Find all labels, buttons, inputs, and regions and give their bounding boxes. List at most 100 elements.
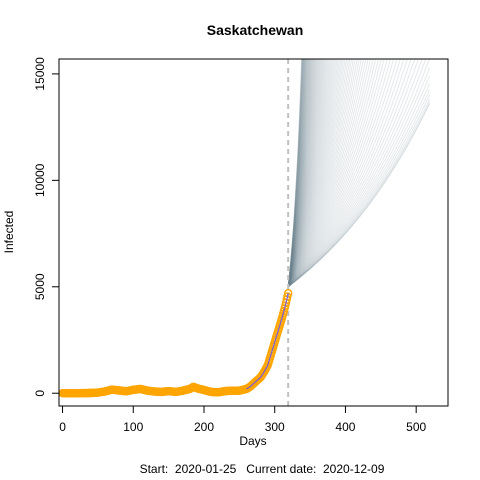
projection-line <box>287 59 405 288</box>
projection-line <box>287 59 310 287</box>
projection-line <box>287 59 351 288</box>
projection-line <box>287 59 412 288</box>
projection-line <box>287 59 379 288</box>
projection-line <box>287 59 320 287</box>
projection-line <box>287 59 338 287</box>
projection-line <box>287 59 330 287</box>
projection-line <box>287 59 307 287</box>
projection-line <box>287 59 317 287</box>
projection-line <box>287 59 312 287</box>
projection-line <box>287 94 431 288</box>
projection-line <box>287 83 431 288</box>
y-axis-label: Infected <box>2 211 16 254</box>
projection-line <box>287 59 419 288</box>
projection-line <box>287 59 374 288</box>
x-axis-label: Days <box>239 434 266 448</box>
projection-line <box>287 59 312 287</box>
projection-line <box>287 59 329 287</box>
projection-line <box>287 59 314 287</box>
projection-line <box>287 59 345 288</box>
projection-line <box>287 59 336 287</box>
projection-line <box>287 59 303 287</box>
projection-line <box>287 59 322 287</box>
projection-line <box>287 59 306 287</box>
projection-line <box>287 59 353 288</box>
projection-line <box>287 59 401 288</box>
x-tick-label: 400 <box>335 420 355 434</box>
projection-line <box>287 59 340 287</box>
projection-line <box>287 59 303 287</box>
projection-line <box>287 59 306 287</box>
projection-line <box>287 59 309 287</box>
projection-line <box>287 59 369 288</box>
projection-line <box>287 59 416 288</box>
projection-line <box>287 59 367 288</box>
projection-line <box>287 59 305 287</box>
projection-line <box>287 59 306 287</box>
projection-line <box>287 59 360 288</box>
projection-line <box>287 59 339 287</box>
y-tick-label: 15000 <box>33 57 47 91</box>
projection-line <box>287 59 325 287</box>
projection-line <box>287 59 308 287</box>
y-tick-label: 10000 <box>33 163 47 197</box>
projection-line <box>287 59 334 287</box>
projection-line <box>287 59 316 287</box>
projection-line <box>287 59 329 287</box>
projection-line <box>287 59 321 287</box>
observed-points <box>59 289 293 398</box>
projection-line <box>287 59 315 287</box>
projection-line <box>287 59 327 287</box>
projection-line <box>287 59 303 287</box>
fitted-curve <box>246 293 289 390</box>
projection-line <box>287 59 324 287</box>
projection-line <box>287 59 326 287</box>
projection-line <box>287 59 385 288</box>
y-tick-label: 0 <box>33 390 47 397</box>
projection-line <box>287 59 304 287</box>
projection-line <box>287 59 310 287</box>
projection-line <box>287 59 314 287</box>
projection-line <box>287 59 308 287</box>
projection-line <box>287 59 364 288</box>
y-tick-label: 5000 <box>33 273 47 300</box>
projection-line <box>287 59 309 287</box>
projection-line <box>287 59 427 288</box>
projection-line <box>287 59 322 287</box>
x-tick-label: 0 <box>59 420 66 434</box>
projection-line <box>287 59 315 287</box>
projection-line <box>287 59 310 287</box>
x-axis: 0 100 200 300 400 500 <box>59 405 427 434</box>
projection-line <box>287 59 343 287</box>
projection-line <box>287 59 312 287</box>
projection-line <box>287 103 431 288</box>
projection-line <box>287 59 319 287</box>
projection-line <box>287 59 324 287</box>
projection-line <box>287 59 372 288</box>
projection-line <box>287 59 307 287</box>
projection-line <box>287 59 342 287</box>
projection-lines <box>287 59 431 288</box>
projection-line <box>287 59 395 288</box>
projection-line <box>287 59 304 287</box>
x-tick-label: 200 <box>194 420 214 434</box>
projection-line <box>287 59 346 288</box>
projection-line <box>287 59 311 287</box>
chart-caption: Start: 2020-01-25 Current date: 2020-12-… <box>140 462 385 476</box>
projection-line <box>287 59 303 287</box>
projection-line <box>287 59 328 287</box>
projection-line <box>287 59 391 288</box>
projection-line <box>287 89 431 288</box>
projection-line <box>287 59 309 287</box>
projection-line <box>287 75 431 288</box>
projection-line <box>287 59 308 287</box>
observed-point <box>284 289 293 298</box>
x-tick-label: 300 <box>265 420 285 434</box>
projection-line <box>287 59 332 287</box>
projection-line <box>287 59 430 288</box>
projection-line <box>287 59 377 288</box>
projection-line <box>287 59 308 287</box>
projection-line <box>287 59 362 288</box>
projection-line <box>287 59 317 287</box>
